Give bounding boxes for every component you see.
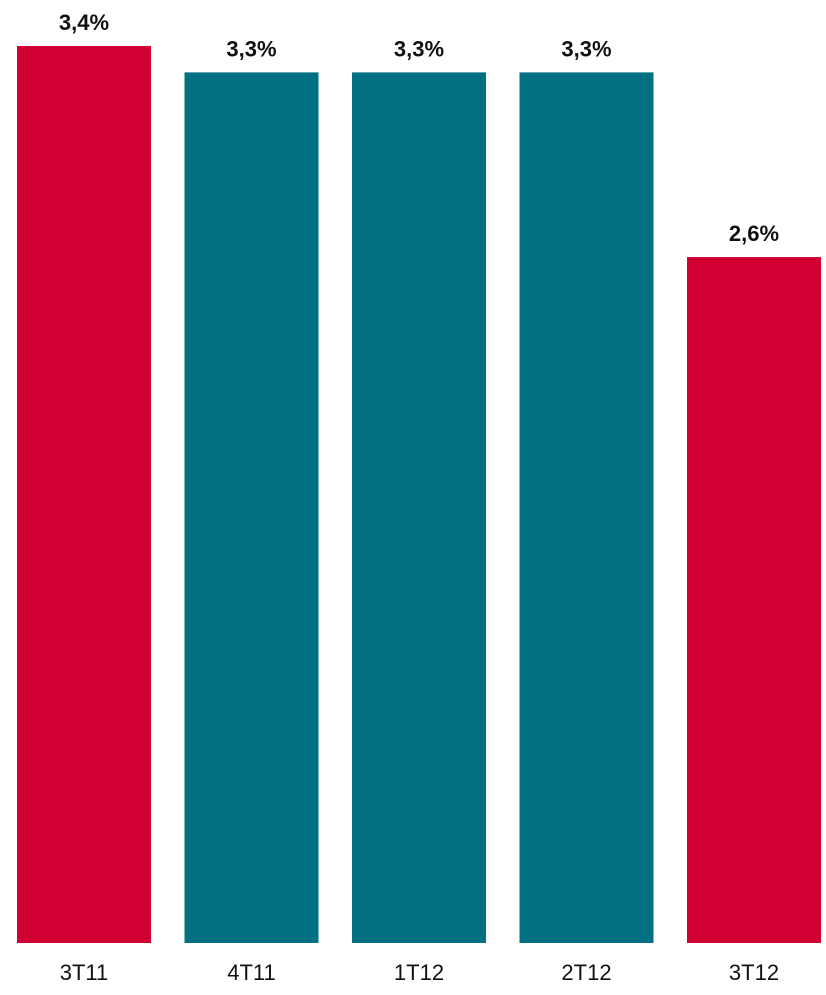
bar-4T11 (184, 72, 319, 944)
bar-3T11 (17, 46, 151, 943)
value-labels-layer: 3,4% 3,3% 3,3% 3,3% 2,6% (59, 10, 779, 246)
bar-3T12 (687, 257, 821, 943)
x-tick-label-2T12: 2T12 (561, 960, 611, 985)
x-tick-label-3T12: 3T12 (729, 960, 779, 985)
data-label-2T12: 3,3% (561, 36, 611, 61)
bar-1T12 (352, 72, 486, 944)
data-label-3T11: 3,4% (59, 10, 109, 35)
category-axis-labels: 3T11 4T11 1T12 2T12 3T12 (60, 960, 779, 985)
bars-layer (17, 46, 821, 944)
x-tick-label-4T11: 4T11 (227, 960, 276, 985)
data-label-1T12: 3,3% (394, 36, 444, 61)
data-label-4T11: 3,3% (226, 36, 276, 61)
x-tick-label-3T11: 3T11 (60, 960, 109, 985)
data-label-3T12: 2,6% (729, 221, 779, 246)
x-tick-label-1T12: 1T12 (394, 960, 444, 985)
bar-2T12 (519, 72, 654, 944)
